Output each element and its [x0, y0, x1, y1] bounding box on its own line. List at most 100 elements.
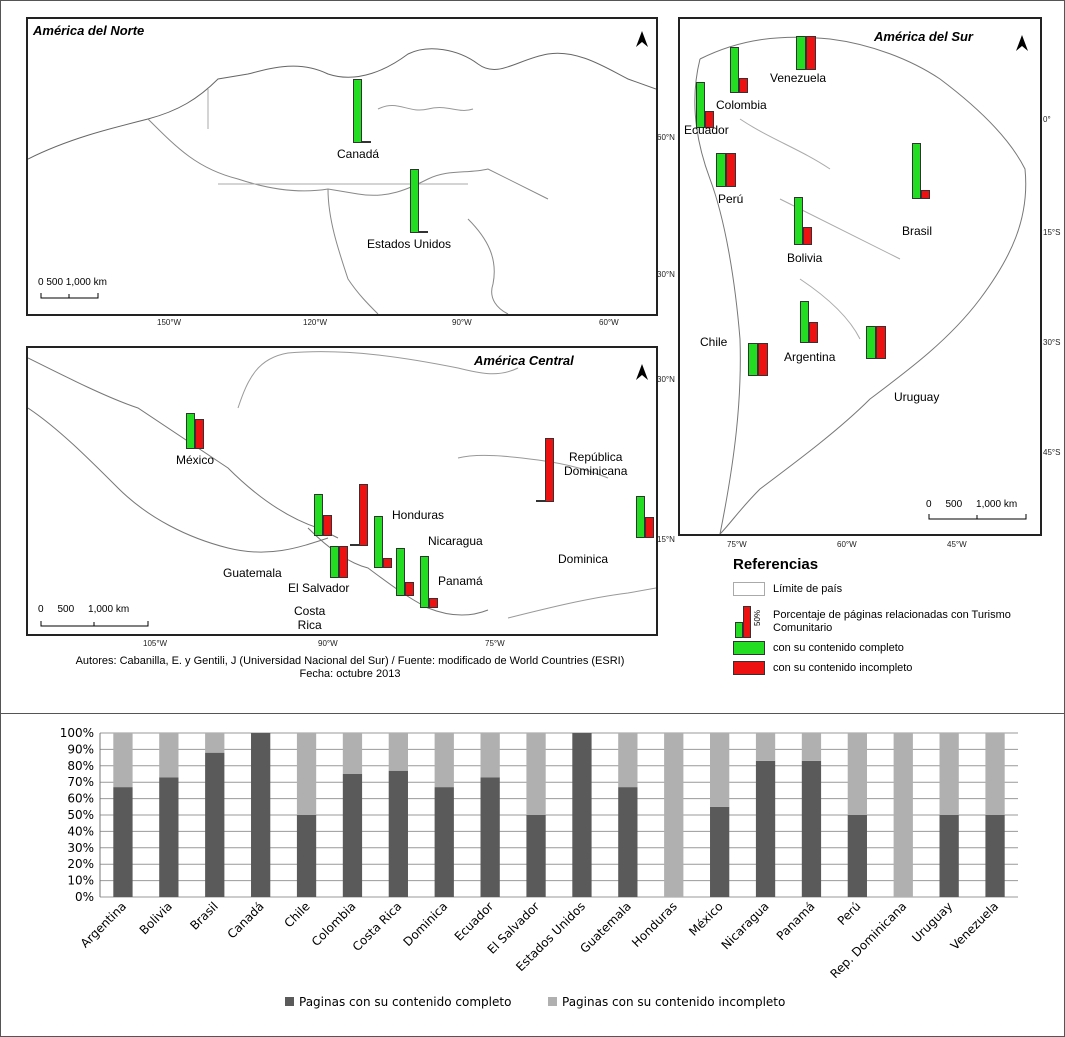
bar-incomplete-14 [755, 733, 776, 761]
bar-nicaragua-complete [374, 516, 383, 568]
section-divider [0, 713, 1065, 714]
central-america-title: América Central [474, 353, 574, 368]
bar-incomplete-17 [893, 733, 913, 897]
north-america-coastline [28, 48, 656, 314]
bars-peru [716, 153, 738, 187]
scale-bar-north: 0 500 1,000 km [38, 277, 107, 288]
north-arrow-icon [1014, 33, 1030, 53]
label-venezuela: Venezuela [770, 71, 827, 85]
label-ecuador: Ecuador [684, 123, 729, 137]
x-tick-label: Argentina [78, 899, 129, 950]
bar-complete-14 [755, 760, 776, 897]
bar-incomplete-2 [205, 733, 225, 753]
bar-complete-0 [113, 787, 133, 897]
bar-incomplete-18 [939, 733, 959, 815]
bar-complete-2 [205, 752, 225, 897]
bar-colombia-complete [730, 47, 739, 93]
x-tick-label: Nicaragua [719, 899, 772, 952]
lon-tick-60w-south: 60°W [837, 540, 857, 549]
map-references: Referencias Límite de país 50% Porcentaj… [733, 556, 1053, 675]
label-brasil: Brasil [902, 224, 933, 238]
lon-tick-120w: 120°W [303, 318, 328, 327]
bar-usa-incomplete [419, 231, 428, 233]
map-north-america: América del Norte Canadá Estados Unidos … [26, 17, 658, 316]
bars-estados-unidos [410, 169, 430, 233]
x-tick-label: Canadá [225, 899, 267, 941]
x-tick-label: Dominica [401, 899, 451, 949]
y-tick-label: 90% [67, 742, 94, 756]
lat-tick-15n-central: 15°N [657, 535, 675, 544]
south-america-title: América del Sur [874, 29, 973, 44]
lat-tick-60n: 60°N [657, 133, 675, 142]
north-america-title: América del Norte [33, 23, 145, 38]
lon-tick-105w: 105°W [143, 639, 168, 648]
y-tick-label: 20% [67, 857, 94, 871]
bars-costa-rica [396, 548, 416, 596]
lat-tick-60n: 60°N [656, 115, 658, 133]
bar-incomplete-19 [985, 733, 1005, 815]
x-tick-label: México [686, 899, 726, 939]
percent-mark: 50% [753, 609, 762, 626]
y-tick-label: 70% [67, 775, 94, 789]
bar-repdom-complete [536, 500, 545, 502]
bars-brasil [912, 143, 932, 199]
north-arrow-icon [634, 362, 650, 382]
legend-swatch-0 [285, 997, 294, 1006]
bars-el-salvador [330, 546, 350, 578]
bars-mexico [186, 413, 206, 449]
legend-label-1: Paginas con su contenido incompleto [562, 995, 785, 1009]
map-south-america: América del Sur Venezuela Colombia Ecuad… [678, 17, 1042, 536]
bar-elsalvador-complete [330, 546, 339, 578]
bar-incomplete-15 [801, 733, 822, 761]
bar-complete-1 [159, 777, 179, 897]
bar-incomplete-0 [113, 733, 133, 788]
bar-canada-complete [353, 79, 362, 143]
lon-tick-75w-south: 75°W [727, 540, 747, 549]
bar-incomplete-5 [342, 733, 363, 774]
credits-date: Fecha: octubre 2013 [299, 668, 401, 680]
label-guatemala: Guatemala [223, 566, 282, 580]
bar-costarica-incomplete [405, 581, 414, 596]
bar-brasil-complete [912, 143, 921, 199]
bar-chile-incomplete [758, 343, 768, 376]
x-tick-label: Honduras [629, 899, 680, 950]
scale-bar-central: 0 500 1,000 km [38, 604, 130, 615]
bars-colombia [730, 47, 750, 93]
label-estados-unidos: Estados Unidos [367, 237, 452, 251]
bar-guatemala-incomplete [323, 515, 332, 536]
label-panama: Panamá [438, 574, 483, 588]
bar-dominica-incomplete [645, 517, 654, 538]
scale-line-central [40, 621, 149, 627]
scale-line-north [40, 293, 99, 299]
label-argentina: Argentina [784, 350, 836, 364]
bar-complete-18 [939, 815, 959, 897]
x-tick-label: Venezuela [948, 899, 1001, 952]
y-tick-label: 60% [67, 792, 94, 806]
y-tick-label: 50% [67, 808, 94, 822]
stacked-bar-chart: 0% 10% 20% 30% 40% 50% 60% 70% 80% 90% 100% Argenti… [60, 726, 1018, 1009]
credits-authors: Autores: Cabanilla, E. y Gentili, J (Uni… [75, 655, 625, 667]
lat-tick-15s: 15°S [1043, 228, 1061, 237]
label-rep-dominicana: República Dominicana [564, 450, 628, 478]
lat-tick-0: 0° [1043, 115, 1051, 124]
bar-incomplete-8 [480, 733, 500, 778]
x-tick-label: Bolivia [137, 899, 175, 937]
bars-venezuela [796, 36, 818, 70]
bar-repdom-incomplete [545, 438, 554, 502]
bar-incomplete-11 [618, 733, 638, 788]
bar-incomplete-16 [847, 733, 867, 815]
x-tick-label: Rep. Dominicana [827, 899, 909, 981]
bar-panama-incomplete [429, 597, 438, 608]
bar-brasil-incomplete [921, 190, 930, 199]
label-dominica: Dominica [558, 552, 609, 566]
legend-label-0: Paginas con su contenido completo [299, 995, 511, 1009]
bar-complete-16 [847, 815, 867, 897]
lat-tick-45s: 45°S [1043, 448, 1061, 457]
y-tick-label: 0% [75, 890, 94, 904]
lat-tick-30n-central: 30°N [657, 375, 675, 384]
lon-tick-150w: 150°W [157, 318, 182, 327]
bar-ecuador-incomplete [705, 110, 714, 128]
bar-incomplete-13 [710, 733, 730, 807]
x-tick-label: Brasil [187, 899, 221, 933]
bars-rep-dominicana [536, 438, 556, 502]
